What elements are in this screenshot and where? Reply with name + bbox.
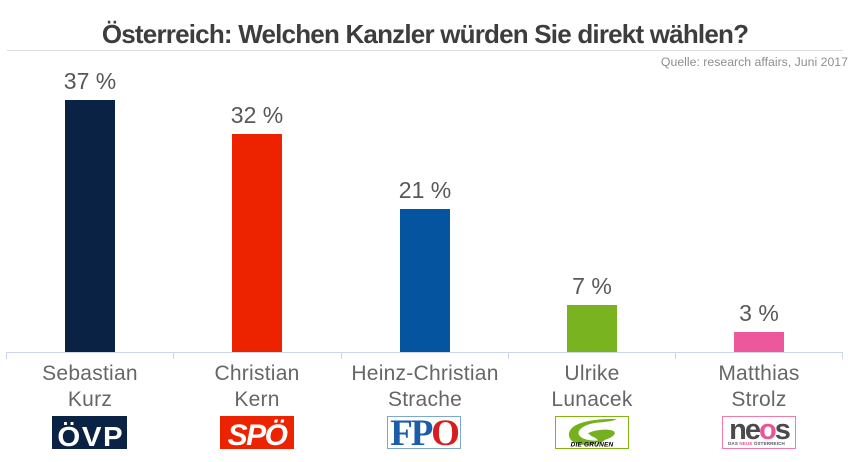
svg-text:DIE GRÜNEN: DIE GRÜNEN (571, 440, 614, 449)
